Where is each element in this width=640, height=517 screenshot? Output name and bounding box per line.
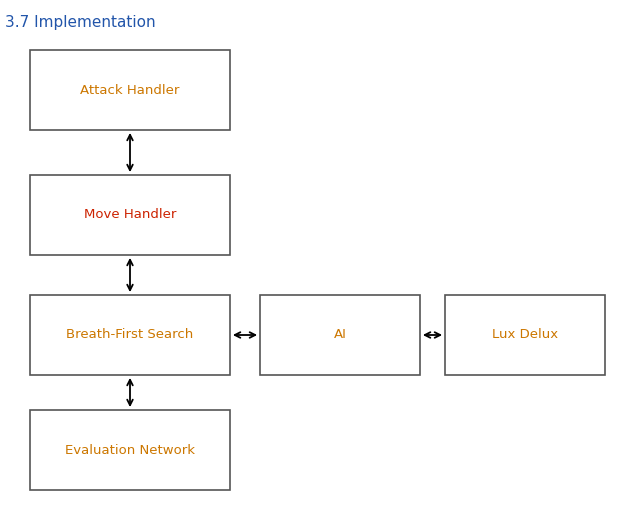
Bar [260, 295, 420, 375]
Bar [30, 50, 230, 130]
Text: Move Handler: Move Handler [84, 208, 176, 221]
Text: AI: AI [333, 328, 346, 342]
Bar [30, 295, 230, 375]
Bar [30, 175, 230, 255]
Text: Attack Handler: Attack Handler [80, 84, 180, 97]
Text: Breath-First Search: Breath-First Search [67, 328, 194, 342]
Text: Lux Delux: Lux Delux [492, 328, 558, 342]
Bar [30, 410, 230, 490]
Bar [445, 295, 605, 375]
Text: Evaluation Network: Evaluation Network [65, 444, 195, 457]
Text: 3.7 Implementation: 3.7 Implementation [5, 15, 156, 30]
